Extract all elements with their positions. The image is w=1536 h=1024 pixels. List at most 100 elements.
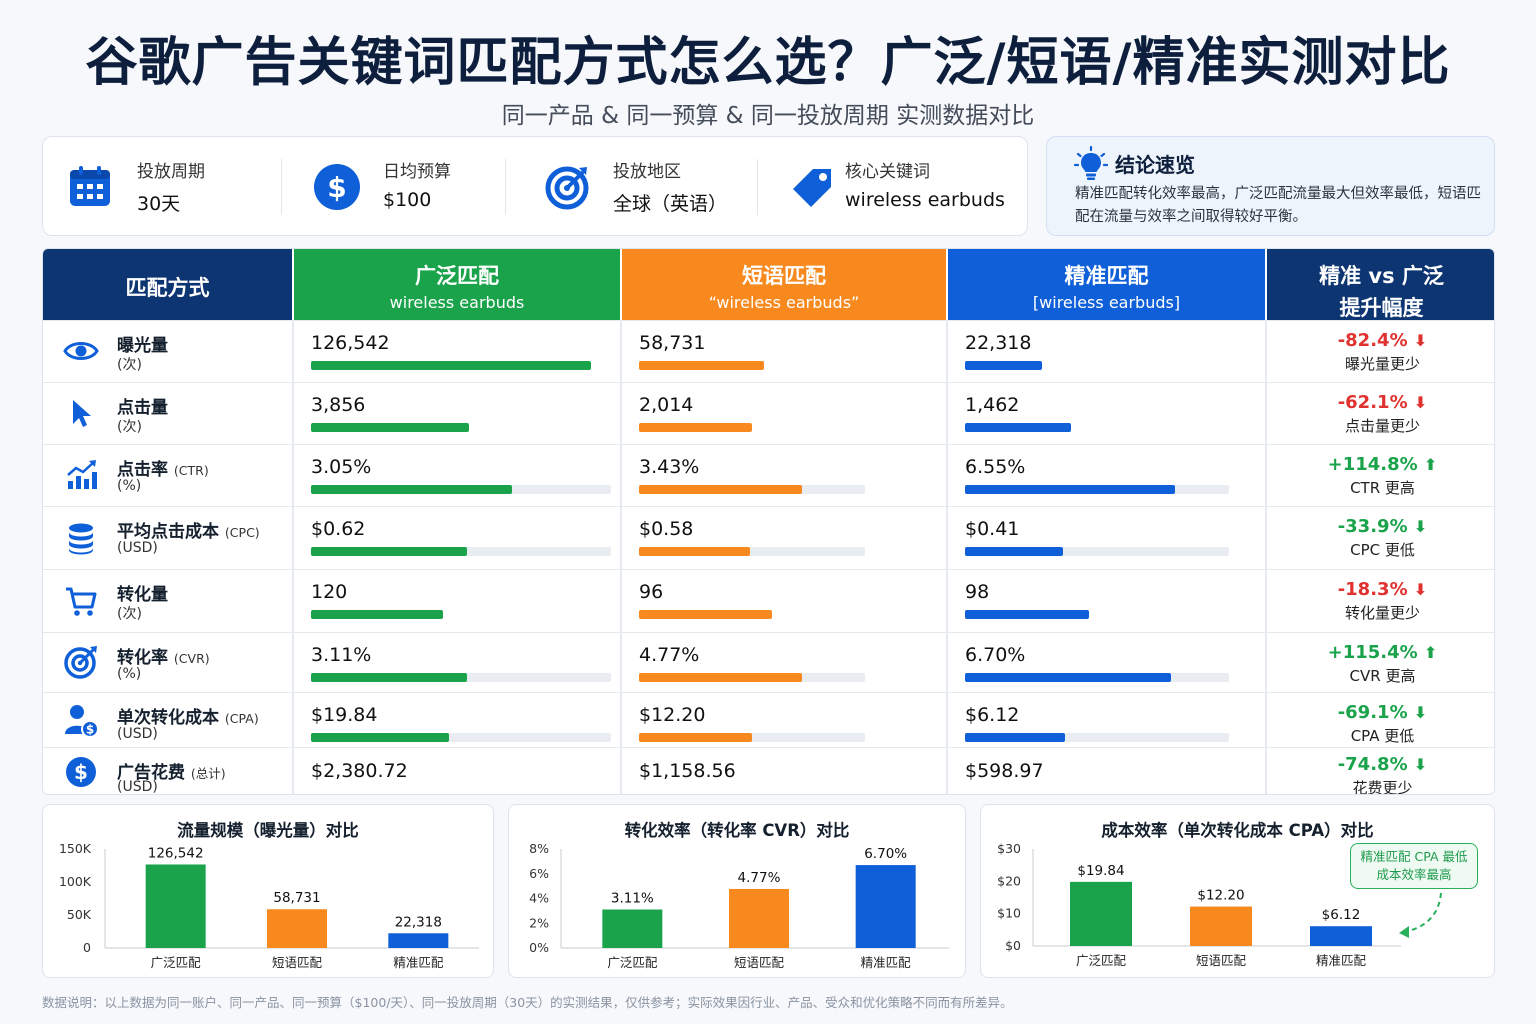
chart-up-icon <box>67 460 97 489</box>
bar-fill <box>639 423 752 432</box>
chart-cpa: 成本效率（单次转化成本 CPA）对比 $0 $10 $20 $30 $19.84 广泛匹配… <box>980 804 1495 978</box>
change-value: +114.8% ⬆ <box>1327 454 1438 475</box>
cell-value: $19.84 <box>311 704 378 726</box>
cell-value: $2,380.72 <box>311 760 408 782</box>
y-tick-label: 150K <box>59 841 92 856</box>
bar-track <box>965 610 1089 619</box>
cell-value: 3.11% <box>311 644 372 666</box>
bar-fill <box>965 361 1042 370</box>
change-cell: +114.8% ⬆ CTR 更高 <box>1269 454 1494 498</box>
data-label: 58,731 <box>273 890 320 906</box>
change-cell: -74.8% ⬇ 花费更少 <box>1269 754 1494 794</box>
bar <box>602 909 663 948</box>
bar <box>1070 881 1132 946</box>
metric-name: 点击量 <box>117 398 168 418</box>
cell-value: 2,014 <box>639 394 694 416</box>
bar-track <box>639 547 865 556</box>
divider <box>281 159 282 215</box>
cell-value: 6.55% <box>965 456 1026 478</box>
info-value: 30天 <box>137 193 181 215</box>
header-change: 精准 vs 广泛 提升幅度 <box>1267 249 1494 320</box>
metric-unit: (%) <box>117 666 142 682</box>
info-period: 投放周期 30天 <box>67 155 287 219</box>
change-value: -82.4% ⬇ <box>1337 330 1428 351</box>
cell-value: 96 <box>639 581 664 603</box>
table-row: $ 广告花费 (总计) (USD) $2,380.72 $1,158.56 $598.97… <box>43 747 1494 794</box>
bar-track <box>639 673 865 682</box>
bar <box>145 864 206 948</box>
y-tick-label: 4% <box>529 891 549 906</box>
cell-value: $0.62 <box>311 518 366 540</box>
chart-cpa-svg: $0 $10 $20 $30 $19.84 广泛匹配 $12.20 短语匹配 $6.12 精准匹配 <box>997 841 1442 968</box>
y-tick-label: $30 <box>997 841 1021 856</box>
bar-track <box>639 423 752 432</box>
change-value: -74.8% ⬇ <box>1337 754 1428 775</box>
bar-fill <box>639 485 802 494</box>
cursor-icon <box>73 400 91 427</box>
bar-fill <box>965 423 1071 432</box>
info-budget: $ 日均预算 $100 <box>313 155 533 219</box>
cell-value: $6.12 <box>965 704 1020 726</box>
bar-fill <box>965 547 1063 556</box>
callout-connector <box>1404 892 1442 933</box>
change-desc: 曝光量更少 <box>1344 355 1420 373</box>
cell-value: 58,731 <box>639 332 706 354</box>
bar-fill <box>639 733 752 742</box>
x-tick-label: 精准匹配 <box>1316 953 1367 968</box>
callout-line: 精准匹配 CPA 最低 <box>1360 849 1468 864</box>
arrow-down-icon: ⬇ <box>1413 580 1428 599</box>
header-change-line2: 提升幅度 <box>1339 296 1424 320</box>
chart-title: 成本效率（单次转化成本 CPA）对比 <box>1101 821 1374 840</box>
bar-track <box>311 423 469 432</box>
target-icon <box>64 646 97 679</box>
bar-track <box>965 547 1229 556</box>
change-desc: 转化量更少 <box>1344 604 1420 622</box>
table-row: 平均点击成本 (CPC) (USD) $0.62 $0.58 $0.41 -33.9% ⬇… <box>43 506 1494 569</box>
bar-fill <box>311 361 591 370</box>
dollar-icon: $ <box>66 756 96 787</box>
header-exact: 精准匹配 [wireless earbuds] <box>948 249 1265 320</box>
bar-fill <box>639 673 802 682</box>
bar-track <box>311 361 591 370</box>
x-tick-label: 广泛匹配 <box>607 955 658 970</box>
metric-unit: (USD) <box>117 540 158 556</box>
cell-value: 3.43% <box>639 456 700 478</box>
metric-name: 单次转化成本 (CPA) <box>117 708 259 728</box>
metric-name: 平均点击成本 (CPC) <box>117 522 260 542</box>
chart-impressions: 流量规模（曝光量）对比 0 50K 100K 150K 126,542 广泛匹配 58,73… <box>42 804 494 978</box>
bar-fill <box>311 547 467 556</box>
conclusion-card: 结论速览 精准匹配转化效率最高，广泛匹配流量最大但效率最低，短语匹配在流量与效率… <box>1046 136 1495 236</box>
y-tick-label: 6% <box>529 866 549 881</box>
bar-track <box>311 485 611 494</box>
col-divider <box>1265 320 1267 794</box>
chart-impressions-svg: 0 50K 100K 150K 126,542 广泛匹配 58,731 短语匹配 22,318 精… <box>59 841 479 970</box>
data-label: 3.11% <box>611 891 654 907</box>
bar-fill <box>311 610 443 619</box>
cell-value: $0.41 <box>965 518 1020 540</box>
arrow-down-icon: ⬇ <box>1413 517 1428 536</box>
change-desc: CTR 更高 <box>1350 479 1415 497</box>
change-value: +115.4% ⬆ <box>1327 642 1438 663</box>
bar-fill <box>965 610 1089 619</box>
chart-cvr-svg: 0% 2% 4% 6% 8% 3.11% 广泛匹配 4.77% 短语匹配 6.70% 精准匹配 <box>529 841 949 970</box>
change-value: -33.9% ⬇ <box>1337 516 1428 537</box>
bar-track <box>639 485 865 494</box>
arrow-down-icon: ⬇ <box>1413 755 1428 774</box>
tag-icon <box>793 169 831 207</box>
change-desc: 点击量更少 <box>1344 417 1420 435</box>
data-note: 数据说明：以上数据为同一账户、同一产品、同一预算（$100/天）、同一投放周期（… <box>42 995 1013 1010</box>
y-tick-label: $10 <box>997 906 1021 921</box>
change-value: -62.1% ⬇ <box>1337 392 1428 413</box>
data-label: 4.77% <box>738 870 781 886</box>
cell-value: 120 <box>311 581 348 603</box>
header-metric: 匹配方式 <box>43 249 292 320</box>
table-row: 曝光量 (次) 126,542 58,731 22,318 -82.4% ⬇ 曝光量更少 <box>43 320 1494 382</box>
header-exact-keyword: [wireless earbuds] <box>1032 293 1181 312</box>
bar-track <box>639 610 772 619</box>
x-tick-label: 广泛匹配 <box>151 955 202 970</box>
bar <box>267 909 327 948</box>
cell-value: 22,318 <box>965 332 1032 354</box>
bar-fill <box>965 485 1175 494</box>
bar-track <box>965 361 1042 370</box>
cell-value: 98 <box>965 581 990 603</box>
